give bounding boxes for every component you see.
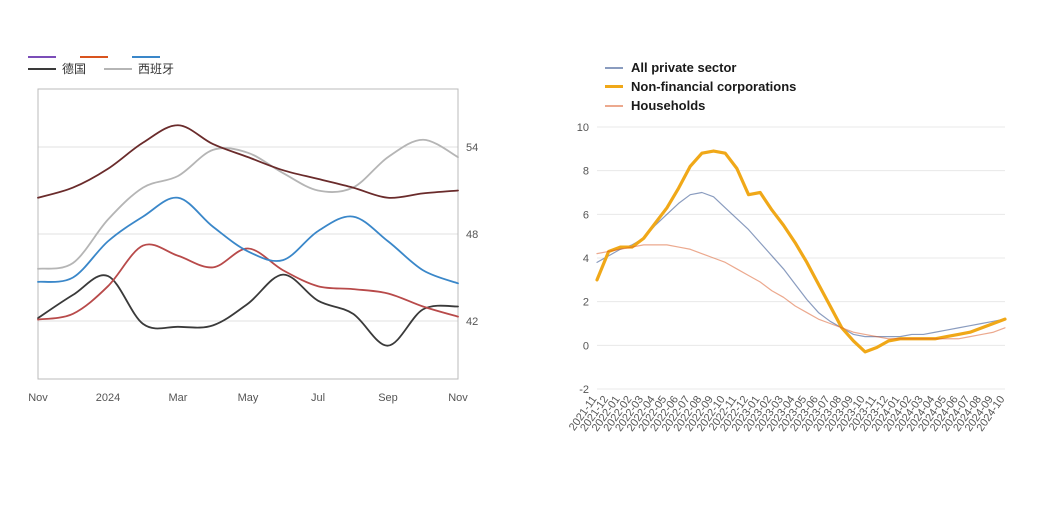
legend-swatch-spain bbox=[104, 68, 132, 70]
svg-text:48: 48 bbox=[466, 229, 478, 241]
legend-swatch-legend3 bbox=[132, 56, 160, 58]
legend-item-legend3 bbox=[132, 56, 166, 58]
legend-item-spain: 西班牙 bbox=[104, 60, 174, 77]
series-line-series_red bbox=[38, 244, 458, 319]
svg-text:54: 54 bbox=[466, 142, 478, 154]
legend-item-households: Households bbox=[605, 98, 1015, 113]
legend-label-non_financial_corps: Non-financial corporations bbox=[631, 79, 796, 94]
legend-swatch-all_private bbox=[605, 67, 623, 69]
svg-text:2: 2 bbox=[583, 297, 589, 309]
svg-text:Nov: Nov bbox=[28, 392, 48, 404]
svg-text:-2: -2 bbox=[579, 384, 589, 396]
legend-swatch-non_financial_corps bbox=[605, 85, 623, 88]
pmi-chart: 德国 西班牙 42 48 54 Nov 2024 Mar May Jul Sep Nov bbox=[28, 56, 498, 416]
legend-label-households: Households bbox=[631, 98, 705, 113]
series-line-series_darkred bbox=[38, 125, 458, 198]
credit-chart-plot: -202468102021-112021-122022-012022-02202… bbox=[565, 117, 1015, 447]
legend-label-all_private: All private sector bbox=[631, 60, 737, 75]
legend-swatch-legend2 bbox=[80, 56, 108, 58]
series-line-series_blue bbox=[38, 198, 458, 284]
series-line-non_financial_corps bbox=[597, 151, 1005, 352]
legend-swatch-legend1 bbox=[28, 56, 56, 58]
svg-text:8: 8 bbox=[583, 166, 589, 178]
legend-item-all_private: All private sector bbox=[605, 60, 1015, 75]
legend-item-legend2 bbox=[80, 56, 114, 58]
svg-text:42: 42 bbox=[466, 316, 478, 328]
legend-swatch-germany bbox=[28, 68, 56, 70]
series-line-germany bbox=[38, 275, 458, 346]
legend-item-germany: 德国 bbox=[28, 60, 86, 77]
svg-text:4: 4 bbox=[583, 253, 589, 265]
legend-label-germany: 德国 bbox=[62, 60, 86, 77]
svg-text:Nov: Nov bbox=[448, 392, 468, 404]
legend-item-non_financial_corps: Non-financial corporations bbox=[605, 79, 1015, 94]
svg-text:Sep: Sep bbox=[378, 392, 398, 404]
svg-text:0: 0 bbox=[583, 340, 589, 352]
svg-text:10: 10 bbox=[577, 122, 589, 134]
legend-item-legend1 bbox=[28, 56, 62, 58]
legend-swatch-households bbox=[605, 105, 623, 107]
pmi-chart-plot: 42 48 54 Nov 2024 Mar May Jul Sep Nov bbox=[28, 79, 498, 409]
legend-label-spain: 西班牙 bbox=[138, 60, 174, 77]
credit-chart: All private sector Non-financial corporat… bbox=[565, 60, 1015, 440]
svg-text:May: May bbox=[238, 392, 259, 404]
credit-chart-legend: All private sector Non-financial corporat… bbox=[605, 60, 1015, 113]
pmi-chart-legend: 德国 西班牙 bbox=[28, 56, 498, 79]
svg-text:Mar: Mar bbox=[169, 392, 188, 404]
svg-text:Jul: Jul bbox=[311, 392, 325, 404]
svg-text:2024: 2024 bbox=[96, 392, 120, 404]
svg-text:6: 6 bbox=[583, 209, 589, 221]
